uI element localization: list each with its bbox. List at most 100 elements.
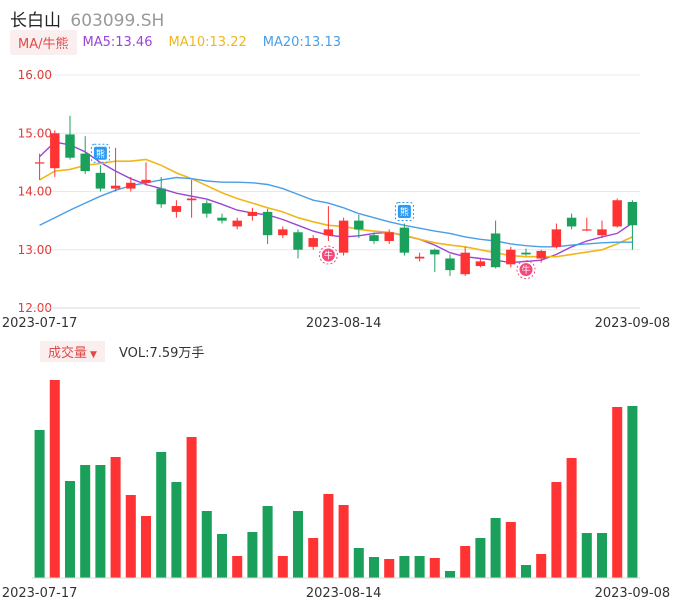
volume-bar <box>581 533 592 578</box>
marker-label: 熊 <box>96 148 105 160</box>
volume-bar <box>49 380 60 578</box>
candle-body <box>414 256 425 259</box>
candle-body <box>551 229 562 247</box>
candle <box>430 248 440 272</box>
candle-body <box>186 198 197 201</box>
volume-bar <box>277 556 288 578</box>
candle-body <box>521 252 531 255</box>
candle <box>445 254 455 276</box>
candle-body <box>369 235 379 242</box>
candle <box>186 179 197 218</box>
candle-body <box>475 261 486 267</box>
candle-body <box>293 232 303 250</box>
candle-body <box>354 220 364 230</box>
candle <box>612 198 622 228</box>
candle-body <box>430 249 440 255</box>
candle-body <box>566 217 577 227</box>
candle <box>399 223 410 256</box>
candle-body <box>80 153 90 172</box>
volume-legend: 成交量 ▼ VOL:7.59万手 <box>40 340 204 362</box>
candle <box>50 130 60 177</box>
volume-bar <box>551 482 562 578</box>
candle-body <box>202 203 212 214</box>
candle-body <box>612 200 622 227</box>
volume-bar <box>353 548 364 578</box>
candle <box>338 217 349 256</box>
candle-body <box>262 211 273 236</box>
marker-badge <box>519 263 533 277</box>
candle <box>80 136 90 175</box>
volume-indicator-dropdown[interactable]: 成交量 ▼ <box>40 340 105 362</box>
marker-badge <box>397 205 411 219</box>
volume-bar <box>186 437 197 578</box>
candle-body <box>278 229 288 236</box>
volume-bar <box>323 494 334 578</box>
candle <box>95 165 106 192</box>
candle <box>293 229 303 259</box>
candle <box>369 232 379 244</box>
marker-label: 熊 <box>400 206 409 218</box>
candle-body <box>50 133 60 169</box>
price-date-label: 2023-09-08 <box>595 316 671 331</box>
volume-bar <box>475 538 486 578</box>
volume-bar <box>414 556 425 578</box>
candle-body <box>217 217 227 221</box>
volume-bar <box>566 458 577 578</box>
candle <box>34 153 45 180</box>
volume-bar <box>292 511 304 578</box>
candle <box>278 226 288 239</box>
candle <box>490 220 501 269</box>
stock-code: 603099.SH <box>70 11 165 31</box>
volume-date-label: 2023-07-17 <box>2 586 78 601</box>
bull-marker-icon: 牛 <box>516 260 536 280</box>
candle-body <box>34 162 45 164</box>
volume-bar <box>95 465 106 578</box>
candle-body <box>95 172 106 189</box>
candle-body <box>323 229 334 236</box>
price-axis-label: 13.00 <box>18 243 52 257</box>
candle <box>65 115 75 160</box>
marker-frame <box>516 260 536 280</box>
candle <box>521 248 531 256</box>
price-date-label: 2023-07-17 <box>2 316 78 331</box>
candle <box>460 246 470 276</box>
candle <box>506 246 516 268</box>
volume-bar <box>536 554 547 578</box>
candle-body <box>445 258 455 271</box>
volume-bar <box>64 481 76 578</box>
candle <box>414 252 425 262</box>
candle <box>308 235 318 250</box>
candle-body <box>247 211 258 216</box>
candle <box>232 217 242 230</box>
candle-body <box>232 220 242 227</box>
marker-badge <box>93 146 107 160</box>
ma10-value: MA10:13.22 <box>168 34 247 50</box>
candle-body <box>627 201 638 226</box>
marker-badge <box>321 248 335 262</box>
candle-body <box>171 206 182 212</box>
chevron-down-icon: ▼ <box>90 349 97 360</box>
candle-body <box>536 250 546 259</box>
price-axis-label: 16.00 <box>18 68 52 82</box>
candle <box>354 214 364 239</box>
ma-line-ma5 <box>39 141 633 264</box>
volume-bar <box>216 534 228 578</box>
volume-bar <box>490 518 501 578</box>
volume-bar <box>201 511 212 578</box>
candle-body <box>338 220 349 253</box>
price-date-label: 2023-08-14 <box>306 316 382 331</box>
candle-body <box>597 229 607 236</box>
ma-toggle-button[interactable]: MA/牛熊 <box>10 29 77 55</box>
candle <box>156 176 166 208</box>
volume-bar <box>232 556 243 578</box>
marker-label: 牛 <box>324 250 333 262</box>
ma5-value: MA5:13.46 <box>82 34 153 50</box>
candle-body <box>110 185 121 189</box>
candle <box>126 176 136 192</box>
volume-date-label: 2023-09-08 <box>595 586 671 601</box>
volume-bar <box>125 495 136 578</box>
volume-bar <box>399 556 410 578</box>
candle <box>536 249 546 263</box>
volume-bar <box>444 571 456 578</box>
